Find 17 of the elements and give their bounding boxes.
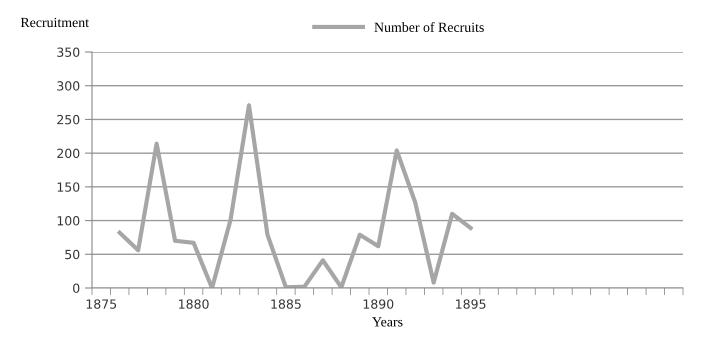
x-tick-label: 1890 [364,299,394,309]
y-tick-label: 350 [57,47,80,57]
y-tick-label: 300 [57,81,80,91]
x-axis-title: Years [372,317,402,327]
x-tick-label: 1880 [179,299,209,309]
line-series [118,103,473,288]
y-tick-label: 100 [58,216,80,226]
y-tick-label: 200 [57,148,80,158]
y-tick-label: 50 [65,250,80,260]
y-axis-title: Recruitment [20,18,89,28]
y-tick-label: 250 [57,114,80,124]
x-tick-label: 1875 [86,299,116,309]
x-tick-label: 1895 [456,299,486,309]
y-tick-label: 150 [58,182,80,192]
y-tick-label: 0 [73,283,80,293]
x-tick-label: 1885 [271,299,301,309]
legend-label: Number of Recruits [374,22,484,32]
